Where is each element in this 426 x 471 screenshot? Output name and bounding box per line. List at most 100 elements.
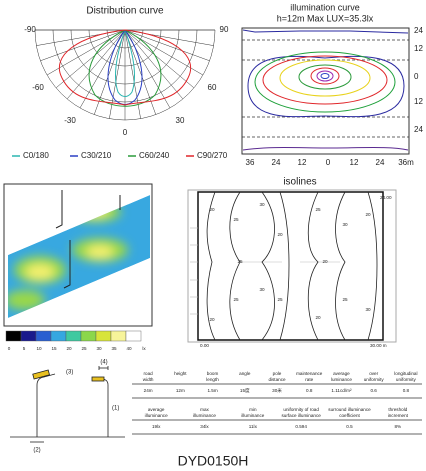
scale-label: 40 xyxy=(126,346,132,351)
scale-label: 25 xyxy=(81,346,87,351)
contour-label: 20 xyxy=(322,259,328,264)
table-value: 19lx xyxy=(152,424,161,429)
axis-label: 24.00 xyxy=(380,195,392,200)
contour-label: 25 xyxy=(277,297,283,302)
scale-label: 35 xyxy=(111,346,117,351)
angle-label: -90 xyxy=(24,25,36,34)
legend-label: C0/180 xyxy=(23,151,49,160)
radial-line xyxy=(93,29,126,115)
axis-label: 30.00 m xyxy=(370,343,387,348)
radial-line xyxy=(55,29,126,89)
table-header: road width xyxy=(143,371,154,382)
table-header: average illuminance xyxy=(145,407,168,418)
pole-label: (3) xyxy=(66,370,73,376)
distribution-curve xyxy=(88,29,162,107)
table-value: 34lx xyxy=(200,424,209,429)
radial-line xyxy=(124,29,184,100)
scale-swatch xyxy=(50,330,67,342)
table-value: 0.8 xyxy=(403,388,410,393)
table-header: threshold increment xyxy=(388,407,409,418)
table-value: 0.5 xyxy=(346,424,353,429)
title: illumination curve xyxy=(290,2,360,12)
scale-swatch xyxy=(5,330,22,342)
radial-line xyxy=(109,29,126,119)
legend-label: C30/210 xyxy=(81,151,112,160)
table-value: 11lx xyxy=(249,424,258,429)
table-value: 0.8 xyxy=(306,388,313,393)
angle-label: 30 xyxy=(176,116,185,125)
scale-swatch xyxy=(80,330,97,342)
scale-swatch xyxy=(65,330,82,342)
table-value: 1.11cd/m² xyxy=(331,388,352,393)
table-value: 1.5m xyxy=(207,388,217,393)
iso-curves xyxy=(242,29,409,151)
x-label: 36m xyxy=(398,158,414,167)
x-label: 0 xyxy=(326,158,331,167)
title: Distribution curve xyxy=(86,6,164,17)
contour-label: 25 xyxy=(342,297,348,302)
radial-line xyxy=(124,29,210,62)
table-header: uniformity of road surface illuminance xyxy=(282,407,322,418)
angle-label: 90 xyxy=(220,25,229,34)
y-label: 24 xyxy=(414,125,423,134)
x-label: 24 xyxy=(376,158,385,167)
angle-label: 0 xyxy=(123,128,128,137)
title: isolines xyxy=(283,177,316,188)
table-header: max illuminance xyxy=(193,407,216,418)
subtitle: h=12m Max LUX=35.3lx xyxy=(277,13,374,23)
radial-line xyxy=(66,29,126,100)
table-header: min illuminance xyxy=(241,407,264,418)
contour-label: 20 xyxy=(209,207,215,212)
arc xyxy=(70,29,180,85)
plot-frame xyxy=(241,27,410,155)
y-labels: 24 12 0 12 24 xyxy=(414,26,423,134)
contour-label: 20 xyxy=(277,232,283,237)
table-header: height xyxy=(174,371,187,376)
arc xyxy=(106,29,144,49)
legend: C0/180 C30/210 C60/240 C90/270 xyxy=(12,151,228,160)
radial-line xyxy=(40,29,126,62)
pole-label: (2) xyxy=(33,448,40,454)
contour-label: 25 xyxy=(237,259,243,264)
scale-swatch xyxy=(125,330,142,342)
x-label: 36 xyxy=(246,158,255,167)
x-label: 12 xyxy=(350,158,359,167)
table-header: over uniformity xyxy=(364,371,385,382)
scale-label: lx xyxy=(142,346,146,351)
guide-lines xyxy=(190,227,340,315)
contour-label: 20 xyxy=(365,212,371,217)
contour-label: 30 xyxy=(342,222,348,227)
y-label: 24 xyxy=(414,26,423,35)
scale-label: 30 xyxy=(96,346,102,351)
table-header: longitudinal uniformity xyxy=(394,371,417,382)
legend-label: C60/240 xyxy=(139,151,170,160)
table-header: average luminance xyxy=(331,371,352,382)
radial-line xyxy=(124,29,157,115)
road-frame xyxy=(197,191,384,341)
y-label: 12 xyxy=(414,44,423,53)
isoline-curves xyxy=(206,191,378,341)
axis-label: 0.00 xyxy=(200,343,209,348)
pole-label: (1) xyxy=(112,406,119,412)
table-value: 0.6 xyxy=(370,388,377,393)
legend-label: C90/270 xyxy=(197,151,228,160)
scale-swatch xyxy=(20,330,37,342)
distribution-curve xyxy=(58,29,192,106)
polar-grid xyxy=(34,29,216,121)
table-value: 12m xyxy=(176,388,185,393)
contour-label: 25 xyxy=(315,207,321,212)
radial-line xyxy=(124,29,141,119)
y-label: 12 xyxy=(414,97,423,106)
model: DYD0150H xyxy=(178,453,249,469)
table-value: 15度 xyxy=(240,387,250,394)
contour-label: 25 xyxy=(233,217,239,222)
table-value: 0.594 xyxy=(295,424,307,429)
table-header: angle xyxy=(239,371,251,376)
poles xyxy=(55,190,121,289)
scale-label: 0 xyxy=(8,346,11,351)
contour-label: 30 xyxy=(259,202,265,207)
contour-label: 25 xyxy=(233,297,239,302)
y-label: 0 xyxy=(414,72,419,81)
